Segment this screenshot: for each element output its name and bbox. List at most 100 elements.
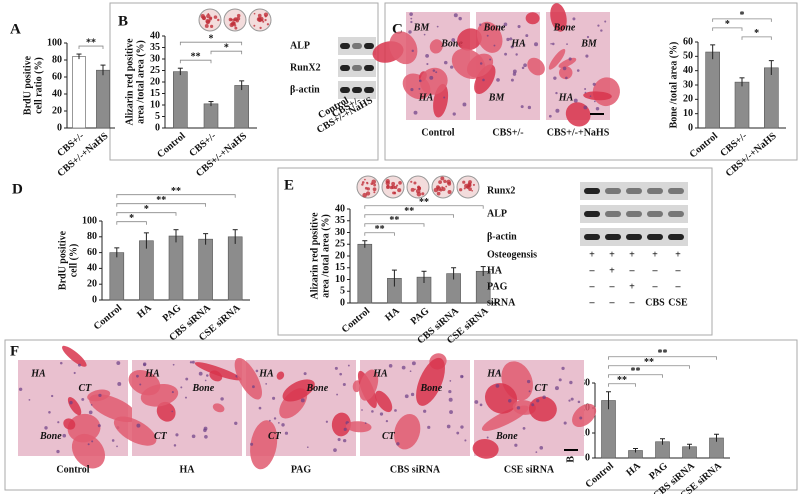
- significance-bracket: [116, 203, 206, 207]
- cell: [268, 419, 271, 422]
- blot-band: [352, 87, 362, 93]
- stain-spot: [471, 189, 474, 192]
- y-tick-label: 0: [688, 122, 693, 133]
- cell: [18, 387, 23, 392]
- significance-label: **: [191, 51, 201, 62]
- cell: [303, 372, 307, 376]
- tissue: [419, 67, 448, 95]
- cell: [62, 433, 67, 438]
- significance-label: **: [404, 206, 414, 217]
- image-caption: HA: [180, 464, 196, 475]
- stain-spot: [373, 183, 377, 187]
- tissue: [548, 48, 566, 70]
- y-tick-label: 20: [150, 76, 160, 87]
- cell: [555, 108, 560, 113]
- tissue-label: Bone: [192, 383, 215, 394]
- y-axis-label: BrdU positive: [57, 230, 68, 290]
- cell: [284, 431, 289, 435]
- stain-spot: [234, 26, 238, 30]
- bar: [734, 81, 750, 129]
- cell: [204, 434, 208, 439]
- tissue: [550, 3, 567, 32]
- cell: [396, 442, 400, 446]
- stain-spot: [436, 186, 442, 191]
- tissue: [140, 383, 179, 407]
- cell: [347, 364, 350, 367]
- error-bar: [739, 77, 745, 87]
- cell: [522, 426, 526, 430]
- x-tick-label: Control: [688, 130, 721, 160]
- tissue-label: Bone: [306, 383, 329, 394]
- stain-spot: [396, 184, 399, 187]
- x-tick-label: HA: [383, 305, 402, 324]
- cell: [479, 403, 483, 407]
- cell: [191, 360, 195, 364]
- cell: [446, 424, 451, 429]
- stain-spot: [366, 182, 369, 185]
- stain-spot: [391, 181, 396, 186]
- y-tick-label: 80: [52, 54, 62, 65]
- cell: [342, 382, 346, 386]
- cell: [512, 69, 517, 74]
- x-tick-label: CBS+/-+NaHS: [724, 130, 779, 179]
- cell: [57, 421, 60, 424]
- cell: [453, 13, 458, 18]
- cell: [175, 433, 179, 437]
- cell: [173, 444, 177, 447]
- cell: [185, 377, 189, 381]
- tissue: [359, 369, 379, 401]
- cell: [449, 410, 453, 414]
- cell: [339, 372, 343, 376]
- stain-spot: [206, 13, 211, 19]
- bar: [72, 56, 86, 129]
- significance-bracket: [608, 383, 636, 387]
- y-tick-label: 20: [335, 250, 345, 261]
- x-tick-label: Control: [92, 302, 125, 332]
- blot-band: [647, 211, 663, 217]
- y-tick-label: 30: [580, 377, 590, 388]
- cell: [401, 365, 406, 370]
- tissue: [429, 39, 443, 54]
- stain-spot: [364, 186, 368, 190]
- stain-spot: [372, 187, 377, 192]
- significance-bracket: [364, 232, 395, 236]
- stain-spot: [201, 15, 206, 20]
- cell: [512, 72, 517, 76]
- stain-spot: [436, 191, 441, 196]
- cell: [550, 42, 552, 45]
- bar: [139, 240, 154, 301]
- stain-spot: [253, 24, 256, 27]
- cell: [413, 110, 418, 115]
- tissue-label: BM: [488, 93, 506, 104]
- condition-mark: –: [675, 281, 682, 292]
- cell: [410, 20, 413, 24]
- cell: [514, 443, 518, 447]
- tissue-label: Bone: [483, 22, 506, 33]
- blot-band: [584, 234, 600, 240]
- y-tick-label: 40: [52, 88, 62, 99]
- tissue-label: HA: [372, 369, 388, 380]
- blot-band: [626, 211, 642, 217]
- stain-spot: [468, 180, 472, 184]
- cell: [171, 410, 174, 413]
- cell: [449, 380, 452, 382]
- significance-label: **: [419, 197, 429, 208]
- y-axis-label: Alizarin red positive: [124, 38, 135, 126]
- blot-band: [647, 188, 663, 194]
- panel-frame: [277, 167, 713, 336]
- panel-letter: B: [118, 13, 128, 29]
- cell: [88, 410, 93, 415]
- cell: [527, 105, 532, 110]
- cell: [597, 24, 600, 27]
- blot-band: [605, 188, 621, 194]
- significance-label: *: [754, 28, 759, 39]
- tissue-label: HA: [486, 369, 502, 380]
- cell: [250, 442, 254, 446]
- significance-label: *: [725, 19, 730, 30]
- panel-letter: A: [10, 21, 21, 37]
- bar: [173, 71, 188, 129]
- tissue: [63, 418, 76, 430]
- condition-mark: +: [675, 249, 681, 260]
- tissue: [558, 57, 577, 68]
- cell: [562, 66, 567, 71]
